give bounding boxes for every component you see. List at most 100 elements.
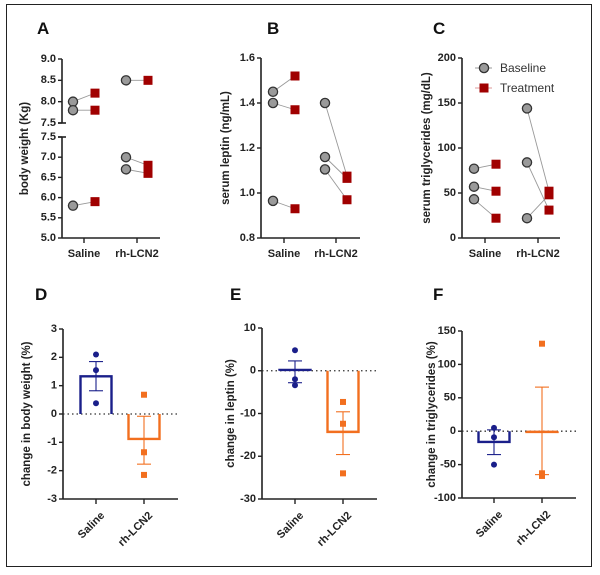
y-tick-label: 8.0 [41, 96, 56, 108]
x-tick-label: Saline [469, 248, 501, 260]
x-tick-label: Saline [268, 248, 300, 260]
y-tick-label: 0 [450, 425, 456, 437]
legend: Baseline Treatment [475, 61, 555, 95]
y-tick-label: 0 [250, 365, 256, 377]
baseline-point [267, 97, 279, 109]
panel-letter: B [267, 19, 279, 38]
baseline-point [319, 151, 331, 163]
data-point [539, 340, 545, 347]
baseline-point [67, 96, 79, 107]
treatment-point [544, 205, 554, 215]
pair-line [324, 102, 348, 177]
treatment-point [491, 159, 501, 169]
data-point [141, 471, 147, 478]
treatment-point [143, 168, 153, 178]
baseline-point [468, 163, 480, 174]
y-tick-label: 5.5 [41, 212, 56, 224]
x-tick-label: Saline [68, 248, 100, 260]
panel-letter: F [433, 285, 443, 304]
legend-baseline-label: Baseline [500, 61, 546, 75]
y-tick-label: 1 [51, 380, 57, 392]
data-point [340, 420, 346, 427]
y-tick-label: -2 [47, 465, 57, 477]
y-tick-label: 150 [438, 97, 456, 109]
y-tick-label: 6.5 [41, 171, 56, 183]
data-point [491, 434, 497, 441]
data-point [292, 376, 298, 383]
data-point [491, 424, 497, 431]
y-tick-label: 1.6 [240, 52, 255, 64]
y-tick-label: 0.8 [240, 232, 255, 244]
baseline-point [468, 194, 480, 205]
baseline-point [120, 164, 132, 175]
y-axis-title: change in body weight (%) [21, 341, 33, 486]
y-tick-label: 50 [444, 187, 456, 199]
y-tick-label: 7.0 [41, 151, 56, 163]
data-point [292, 382, 298, 389]
treatment-point [143, 75, 153, 85]
y-tick-label: 0 [51, 408, 57, 420]
baseline-point [521, 103, 533, 114]
y-axis-title: serum leptin (ng/mL) [220, 91, 232, 205]
baseline-point [120, 75, 132, 86]
data-point [141, 449, 147, 456]
treatment-point [90, 197, 100, 207]
y-tick-label: 7.5 [41, 131, 56, 143]
figure-frame [6, 4, 592, 567]
data-point [141, 391, 147, 398]
baseline-point [521, 212, 533, 224]
x-tick-label: rh-LCN2 [514, 509, 553, 548]
y-tick-label: 1.0 [240, 187, 255, 199]
panel-letter: E [230, 285, 241, 304]
baseline-point [319, 97, 331, 109]
y-tick-label: 10 [244, 322, 256, 334]
y-axis-title: change in leptin (%) [225, 359, 237, 468]
y-tick-label: -100 [434, 492, 456, 504]
treatment-point [544, 190, 554, 200]
panel-letter: C [433, 19, 445, 38]
baseline-point [267, 195, 279, 207]
data-point [340, 398, 346, 405]
baseline-point [67, 104, 79, 116]
x-tick-label: Saline [76, 510, 107, 541]
y-tick-label: 50 [444, 392, 456, 404]
x-tick-label: rh-LCN2 [315, 510, 354, 549]
y-axis-title: serum triglycerides (mg/dL) [421, 72, 433, 224]
panel-letter: D [35, 285, 47, 304]
treatment-point [491, 186, 501, 196]
legend-treatment-marker [479, 83, 489, 93]
x-tick-label: rh-LCN2 [516, 248, 559, 260]
data-point [539, 470, 545, 477]
y-tick-label: 200 [438, 52, 456, 64]
baseline-point [67, 200, 79, 211]
legend-treatment-label: Treatment [500, 81, 555, 95]
x-tick-label: Saline [275, 510, 306, 541]
y-tick-label: 0 [450, 232, 456, 244]
data-point [491, 461, 497, 468]
baseline-point [521, 157, 533, 168]
x-tick-label: Saline [474, 509, 505, 540]
y-tick-label: 150 [438, 325, 456, 337]
pair-line [526, 162, 550, 211]
treatment-point [90, 88, 100, 98]
treatment-point [143, 160, 153, 170]
data-point [93, 351, 99, 358]
y-tick-label: 1.4 [240, 97, 256, 109]
y-tick-label: -10 [240, 407, 256, 419]
treatment-point [491, 213, 501, 223]
y-axis-title: body weight (Kg) [19, 102, 31, 195]
y-tick-label: 1.2 [240, 142, 255, 154]
panel-letter: A [37, 19, 49, 38]
baseline-point [468, 181, 480, 192]
baseline-point [120, 151, 132, 163]
treatment-point [290, 204, 300, 214]
y-axis-title: change in triglycerides (%) [426, 341, 438, 488]
baseline-point [267, 86, 279, 98]
y-tick-label: -30 [240, 493, 256, 505]
data-point [93, 367, 99, 374]
